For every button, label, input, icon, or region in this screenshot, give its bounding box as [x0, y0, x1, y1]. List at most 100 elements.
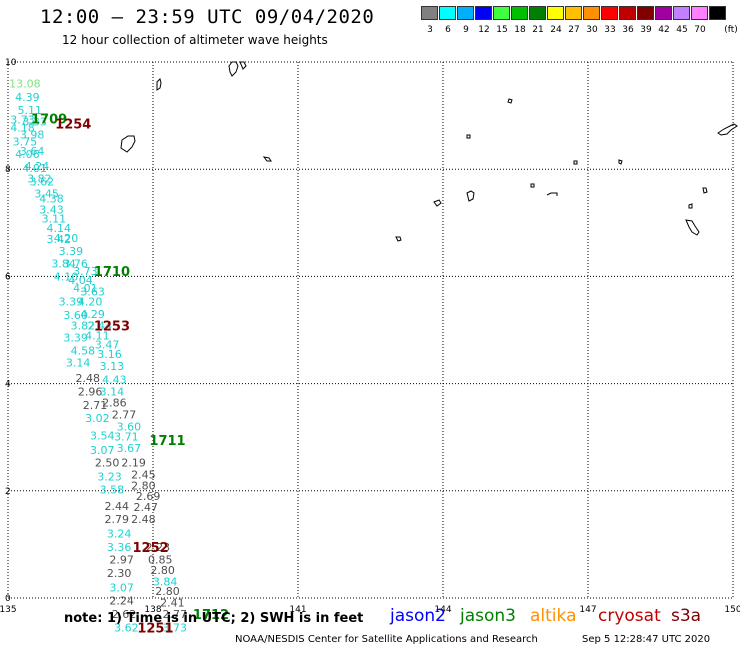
pass-time-label: 1709: [31, 112, 67, 127]
lat-tick-label: 10: [5, 58, 17, 68]
swh-value: 3.07: [109, 581, 134, 594]
swh-value: 3.76: [63, 258, 88, 271]
scale-label: 6: [445, 25, 451, 35]
scale-label: 45: [676, 25, 688, 35]
pass-time-label: 1712: [193, 608, 229, 623]
swh-value: 4.14: [47, 222, 72, 235]
lat-tick-label: 2: [5, 487, 11, 497]
swh-value: 2.80: [131, 479, 156, 492]
scale-swatch: [709, 6, 726, 20]
island-rota: [239, 61, 247, 70]
satellite-s3a: s3a: [671, 606, 702, 626]
swh-value: 3.58: [100, 484, 125, 497]
swh-value: 3.60: [117, 420, 142, 433]
swh-value: 4.18: [10, 121, 35, 134]
scale-label: 36: [622, 25, 634, 35]
swh-value: 2.80: [150, 564, 175, 577]
swh-value: 2.77: [112, 409, 137, 422]
swh-value: 3.43: [39, 203, 64, 216]
swh-value: 2.23: [146, 541, 171, 554]
scale-swatch: [439, 6, 456, 20]
swh-value: 2.30: [107, 567, 132, 580]
scale-swatch: [601, 6, 618, 20]
swh-value: 2.79: [105, 513, 130, 526]
swh-values: 13.084.395.113.733.334.183.983.753.644.0…: [9, 77, 187, 634]
island-7: [466, 190, 475, 202]
swh-value: 3.62: [30, 176, 55, 189]
swh-value: 3.71: [114, 431, 139, 444]
coastline: [120, 61, 738, 242]
lon-tick-label: 150: [724, 605, 740, 615]
island-palau-north: [120, 135, 136, 153]
scale-swatch: [583, 6, 600, 20]
swh-value: 3.16: [97, 348, 122, 361]
swh-value: 2.71: [83, 399, 108, 412]
satellite-cryosat: cryosat: [598, 606, 661, 626]
swh-value: 4.01: [22, 162, 47, 175]
swh-value: 2.86: [102, 396, 127, 409]
swh-value: 3.45: [34, 187, 59, 200]
map-grid: [7, 61, 734, 599]
scale-swatch: [565, 6, 582, 20]
swh-value: 5.11: [18, 104, 43, 117]
scale-swatch: [421, 6, 438, 20]
swh-value: 4.43: [102, 373, 127, 386]
credit-text: NOAA/NESDIS Center for Satellite Applica…: [235, 634, 538, 645]
swh-value: 3.39: [59, 245, 84, 258]
scale-unit: (ft): [724, 25, 738, 35]
swh-value: 2.45: [131, 469, 156, 482]
scale-label: 30: [586, 25, 598, 35]
island-10: [702, 187, 708, 194]
swh-value: 3.84: [153, 575, 178, 588]
swh-value: 13.08: [9, 77, 41, 90]
island-yap: [156, 78, 162, 91]
lat-tick-label: 8: [5, 165, 11, 175]
island-chuuk: [717, 123, 738, 136]
scale-label: 18: [514, 25, 526, 35]
scale-label: 39: [640, 25, 652, 35]
island-2: [466, 134, 471, 139]
pass-time-label: 1710: [94, 265, 130, 280]
lon-tick-label: 144: [434, 605, 451, 615]
satellite-altika: altika: [530, 606, 577, 626]
pass-time-label: 1711: [149, 434, 185, 449]
swh-value: 4.24: [25, 160, 50, 173]
scale-label: 24: [550, 25, 562, 35]
lon-tick-label: 141: [289, 605, 306, 615]
timestamp-text: Sep 5 12:28:47 UTC 2020: [582, 634, 711, 645]
island-3: [573, 160, 578, 165]
island-5: [530, 183, 535, 188]
scale-swatch: [655, 6, 672, 20]
swh-value: 3.64: [20, 145, 45, 158]
satellite-jason2: jason2: [390, 606, 446, 626]
swh-value: 3.82: [71, 320, 96, 333]
scale-swatch: [547, 6, 564, 20]
island-4: [618, 159, 623, 165]
swh-value: 3.07: [90, 444, 115, 457]
axis-ticks: 135 138 141 144 147 150 0 2 4 6 8 10: [0, 58, 740, 615]
swh-value: 4.20: [78, 296, 103, 309]
island-1: [507, 98, 513, 104]
swh-value: 3.84: [51, 258, 76, 271]
swh-value: 3.62: [114, 621, 139, 634]
swh-value: 4.01: [73, 282, 98, 295]
scale-label: 9: [463, 25, 469, 35]
swh-value: 2.69: [136, 490, 161, 503]
swh-value: 2.44: [105, 500, 130, 513]
island-6: [546, 192, 558, 196]
swh-value: 4.06: [15, 148, 40, 161]
swh-value: 2.41: [160, 596, 185, 609]
scale-label: 3: [427, 25, 433, 35]
scale-swatch: [691, 6, 708, 20]
swh-value: 3.36: [107, 541, 132, 554]
swh-value: 2.47: [134, 501, 159, 514]
swh-value: 3.73: [163, 621, 188, 634]
scale-label: 12: [478, 25, 490, 35]
swh-value: 2.97: [109, 553, 134, 566]
page-subtitle: 12 hour collection of altimeter wave hei…: [62, 33, 328, 47]
lon-tick-label: 138: [144, 605, 161, 615]
swh-value: 3.54: [90, 430, 115, 443]
lon-tick-label: 135: [0, 605, 17, 615]
scale-swatch: [673, 6, 690, 20]
